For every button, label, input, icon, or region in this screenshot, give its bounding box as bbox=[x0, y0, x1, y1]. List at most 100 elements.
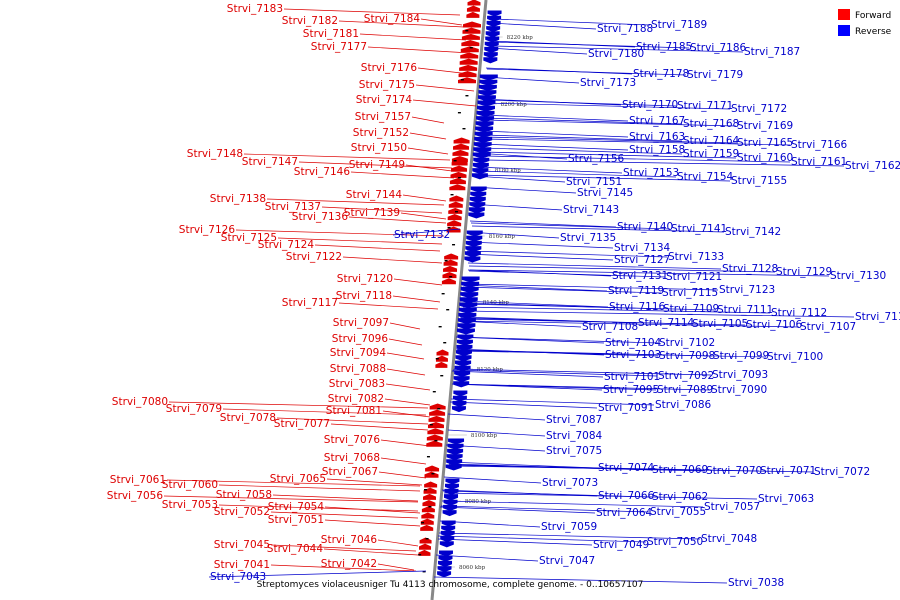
reverse-gene-label: Strvi_7134 bbox=[614, 242, 671, 254]
reverse-gene-arrow bbox=[483, 52, 498, 59]
forward-leader-line bbox=[276, 417, 429, 425]
reverse-gene-arrow bbox=[443, 499, 458, 506]
forward-gene-arrow bbox=[457, 77, 476, 84]
reverse-gene-arrow bbox=[475, 121, 494, 128]
forward-gene-label: Strvi_7042 bbox=[321, 558, 377, 570]
reverse-gene-label: Strvi_7188 bbox=[597, 23, 653, 35]
reverse-leader-line bbox=[462, 286, 662, 294]
gene-marker bbox=[423, 489, 427, 491]
reverse-gene-label: Strvi_7140 bbox=[617, 221, 673, 233]
gene-marker bbox=[418, 554, 422, 556]
reverse-gene-label: Strvi_7151 bbox=[566, 176, 622, 188]
reverse-gene-label: Strvi_7105 bbox=[692, 318, 748, 330]
reverse-gene-arrow bbox=[486, 26, 501, 33]
forward-gene-arrow bbox=[460, 52, 479, 59]
reverse-gene-label: Strvi_7116 bbox=[609, 301, 666, 313]
forward-gene-label: Strvi_7060 bbox=[162, 479, 218, 491]
reverse-gene-arrow bbox=[474, 136, 493, 143]
reverse-gene-arrow bbox=[466, 235, 483, 242]
forward-gene-arrow bbox=[451, 165, 468, 172]
forward-leader-line bbox=[386, 368, 426, 376]
forward-gene-label: Strvi_7122 bbox=[286, 251, 342, 263]
forward-leader-line bbox=[411, 116, 445, 124]
reverse-leader-line bbox=[482, 117, 683, 125]
reverse-gene-arrow bbox=[485, 31, 500, 38]
gene-marker bbox=[458, 177, 462, 179]
forward-gene-label: Strvi_7041 bbox=[214, 559, 270, 571]
forward-gene-label: Strvi_7138 bbox=[210, 193, 266, 205]
forward-gene-label: Strvi_7044 bbox=[267, 543, 324, 555]
forward-gene-label: Strvi_7061 bbox=[110, 474, 166, 486]
reverse-leader-line bbox=[484, 138, 791, 146]
reverse-gene-label: Strvi_7179 bbox=[687, 69, 743, 81]
forward-gene-arrow bbox=[443, 265, 458, 272]
gene-marker bbox=[421, 522, 425, 524]
reverse-leader-line bbox=[481, 130, 629, 138]
reverse-gene-label: Strvi_7048 bbox=[701, 533, 757, 545]
reverse-gene-arrow bbox=[452, 400, 467, 407]
reverse-leader-line bbox=[450, 398, 655, 406]
forward-gene-label: Strvi_7181 bbox=[303, 28, 359, 40]
forward-gene-label: Strvi_7054 bbox=[268, 501, 325, 513]
reverse-leader-line bbox=[486, 68, 687, 76]
reverse-gene-label: Strvi_7187 bbox=[744, 46, 800, 58]
reverse-gene-label: Strvi_7049 bbox=[593, 539, 649, 551]
forward-gene-label: Strvi_7078 bbox=[220, 412, 276, 424]
reverse-gene-arrow bbox=[438, 560, 453, 567]
reverse-leader-line bbox=[445, 444, 546, 452]
reverse-gene-label: Strvi_7089 bbox=[657, 384, 713, 396]
forward-gene-label: Strvi_7126 bbox=[179, 224, 236, 236]
reverse-leader-line bbox=[462, 306, 771, 314]
reverse-gene-arrow bbox=[470, 191, 487, 198]
reverse-gene-arrow bbox=[445, 478, 460, 485]
reverse-gene-label: Strvi_7170 bbox=[622, 99, 678, 111]
forward-leader-line bbox=[385, 383, 431, 391]
forward-gene-arrow bbox=[428, 415, 445, 422]
forward-leader-line bbox=[330, 423, 429, 431]
gene-marker bbox=[435, 358, 439, 360]
reverse-gene-label: Strvi_7189 bbox=[651, 19, 707, 31]
reverse-gene-arrow bbox=[465, 246, 482, 253]
reverse-gene-arrow bbox=[456, 339, 473, 346]
forward-gene-arrow bbox=[442, 272, 457, 279]
reverse-gene-label: Strvi_7114 bbox=[638, 317, 695, 329]
forward-gene-arrow bbox=[420, 524, 434, 531]
reverse-gene-label: Strvi_7121 bbox=[666, 271, 722, 283]
reverse-gene-label: Strvi_7103 bbox=[605, 349, 661, 361]
gene-marker bbox=[455, 211, 459, 213]
forward-leader-line bbox=[412, 99, 477, 107]
reverse-gene-label: Strvi_7112 bbox=[771, 307, 827, 319]
reverse-gene-arrow bbox=[440, 530, 455, 537]
reverse-gene-label: Strvi_7055 bbox=[650, 506, 706, 518]
forward-leader-line bbox=[338, 302, 439, 310]
forward-gene-label: Strvi_7148 bbox=[187, 148, 243, 160]
reverse-leader-line bbox=[470, 222, 671, 230]
reverse-gene-arrow bbox=[460, 286, 479, 293]
reverse-gene-arrow bbox=[456, 328, 475, 335]
reverse-gene-arrow bbox=[473, 157, 490, 164]
reverse-gene-arrow bbox=[477, 100, 496, 107]
reverse-gene-arrow bbox=[478, 84, 497, 91]
forward-gene-label: Strvi_7117 bbox=[282, 297, 338, 309]
reverse-leader-line bbox=[483, 136, 737, 144]
reverse-gene-label: Strvi_7160 bbox=[737, 152, 793, 164]
forward-gene-arrow bbox=[460, 46, 479, 53]
reverse-leader-line bbox=[465, 283, 719, 291]
forward-gene-label: Strvi_7177 bbox=[311, 41, 367, 53]
forward-leader-line bbox=[377, 563, 415, 571]
reverse-gene-label: Strvi_7131 bbox=[612, 270, 668, 282]
forward-leader-line bbox=[400, 212, 447, 220]
legend: Forward Reverse bbox=[838, 9, 892, 37]
reverse-leader-line bbox=[443, 492, 758, 500]
reverse-leader-line bbox=[481, 114, 629, 122]
forward-gene-arrow bbox=[422, 500, 436, 507]
reverse-leader-line bbox=[483, 102, 731, 110]
forward-gene-label: Strvi_7094 bbox=[330, 347, 387, 359]
tick-label: 8180 kbp bbox=[495, 168, 522, 174]
forward-gene-label: Strvi_7058 bbox=[216, 489, 272, 501]
reverse-gene-arrow bbox=[453, 376, 470, 383]
reverse-gene-label: Strvi_7186 bbox=[690, 42, 747, 54]
reverse-leader-line bbox=[483, 76, 580, 84]
reverse-gene-arrow bbox=[442, 510, 457, 517]
reverse-gene-arrow bbox=[486, 20, 501, 27]
